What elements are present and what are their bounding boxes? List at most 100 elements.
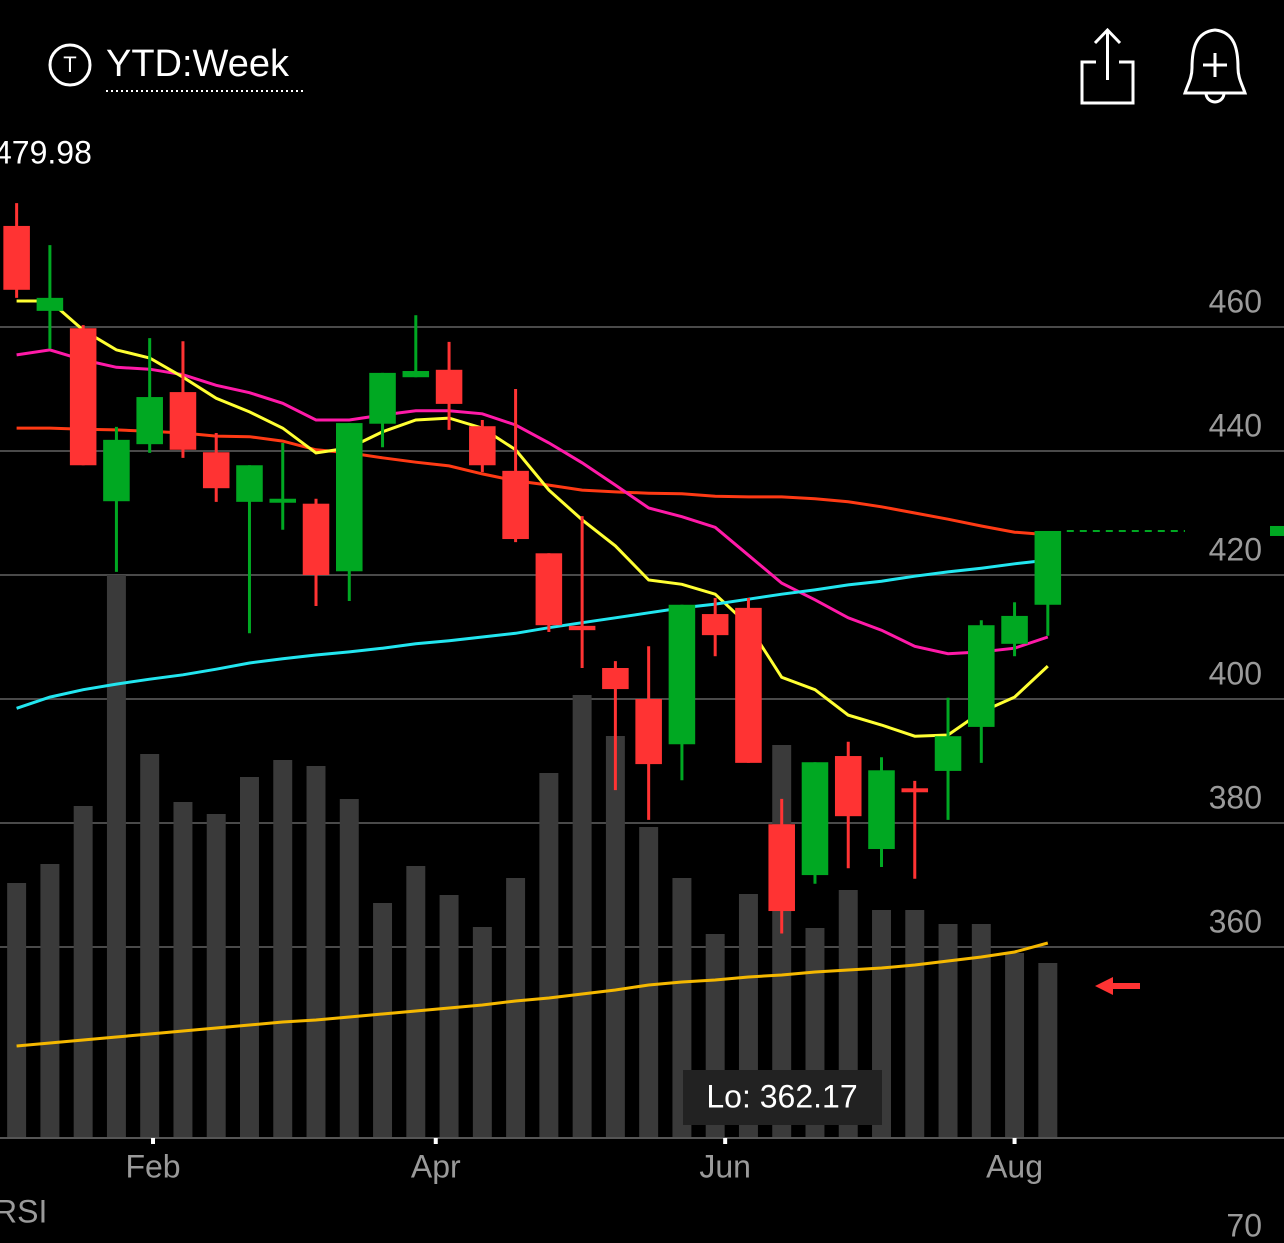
volume-bar bbox=[605, 736, 625, 1138]
volume-bar bbox=[1005, 953, 1025, 1138]
candle-body bbox=[103, 439, 130, 502]
candle bbox=[968, 620, 995, 763]
volume-bar bbox=[1038, 963, 1058, 1138]
bell-body bbox=[1182, 28, 1248, 95]
candle bbox=[103, 426, 130, 572]
volume-bar bbox=[40, 864, 60, 1138]
y-tick-label: 360 bbox=[1209, 903, 1262, 939]
candle-body bbox=[136, 397, 163, 445]
candle-body bbox=[768, 824, 795, 912]
volume-bar bbox=[905, 910, 925, 1138]
candle bbox=[202, 433, 230, 502]
candle bbox=[834, 741, 862, 869]
candle-body bbox=[868, 770, 895, 850]
candle-body bbox=[502, 470, 529, 540]
price-arrow bbox=[1095, 977, 1140, 995]
candle bbox=[169, 341, 197, 458]
high-label: 479.98 bbox=[0, 134, 92, 170]
candle-body bbox=[369, 372, 396, 424]
volume-bar bbox=[406, 866, 426, 1138]
candle bbox=[1034, 530, 1062, 636]
moving-averages bbox=[16, 299, 1049, 738]
candle-body bbox=[336, 423, 363, 572]
candle-body bbox=[968, 625, 995, 727]
candle-body bbox=[3, 225, 30, 290]
share-button[interactable] bbox=[1080, 27, 1135, 105]
candle-body bbox=[469, 426, 496, 466]
candle-body bbox=[302, 503, 330, 575]
axes: 360 380 400 420 440 460 Feb Apr Jun Aug Lo: 362.17 bbox=[0, 283, 1284, 1184]
candle-body bbox=[36, 297, 64, 311]
timeframe-icon[interactable] bbox=[48, 43, 92, 87]
x-tick-label: Feb bbox=[125, 1148, 180, 1184]
y-tick-label: 420 bbox=[1209, 531, 1262, 567]
share-arrow-head bbox=[1093, 27, 1122, 45]
volume-bar bbox=[439, 895, 459, 1138]
candle-body bbox=[834, 756, 862, 817]
alert-button[interactable] bbox=[1182, 28, 1248, 104]
share-box bbox=[1080, 60, 1135, 105]
candle bbox=[768, 798, 795, 934]
volume-bar bbox=[240, 777, 259, 1138]
candle-body bbox=[435, 369, 463, 404]
volume-bar bbox=[971, 924, 991, 1138]
candle-body bbox=[169, 392, 197, 450]
volume-bar bbox=[73, 806, 93, 1138]
low-label-box: Lo: 362.17 bbox=[683, 1070, 882, 1125]
candle-body bbox=[402, 371, 430, 378]
candle bbox=[236, 465, 263, 634]
volume-bar bbox=[373, 903, 393, 1138]
moving-average-line bbox=[16, 558, 1048, 710]
candle-body bbox=[602, 668, 629, 690]
candle bbox=[568, 516, 596, 668]
candle bbox=[701, 597, 729, 657]
candle-body bbox=[69, 328, 97, 466]
volume-bar bbox=[572, 695, 592, 1138]
volume-bar bbox=[140, 754, 160, 1138]
volume-bar bbox=[339, 799, 359, 1138]
candle bbox=[901, 780, 929, 879]
candle bbox=[801, 762, 829, 884]
volume-bar bbox=[506, 878, 526, 1138]
y-tick-label: 400 bbox=[1209, 655, 1262, 691]
x-tick-label: Jun bbox=[699, 1148, 751, 1184]
candle bbox=[136, 338, 163, 453]
candle-body bbox=[635, 699, 662, 765]
candle-body bbox=[269, 498, 297, 503]
x-tick-label: Aug bbox=[986, 1148, 1043, 1184]
candle bbox=[336, 423, 363, 602]
candle bbox=[668, 604, 696, 781]
x-tick-label: Apr bbox=[411, 1148, 461, 1184]
candle bbox=[535, 553, 563, 633]
candle bbox=[735, 597, 762, 763]
candle-body bbox=[1001, 615, 1028, 644]
volume-ma-line bbox=[16, 941, 1049, 1048]
volume-bar bbox=[938, 924, 958, 1138]
rsi-label: RSI bbox=[0, 1193, 47, 1229]
last-price-marker bbox=[1270, 525, 1284, 536]
volume-bar bbox=[273, 760, 293, 1138]
candle-body bbox=[1034, 530, 1062, 605]
timeframe-badge: T bbox=[63, 52, 76, 77]
volume-bar bbox=[206, 814, 226, 1138]
moving-average-line bbox=[16, 348, 1049, 656]
y-tick-label: 440 bbox=[1209, 407, 1262, 443]
volume bbox=[7, 575, 1058, 1138]
header: T YTD:Week bbox=[48, 27, 1248, 105]
volume-bar bbox=[306, 766, 326, 1138]
candle bbox=[502, 389, 529, 543]
timeframe-label[interactable]: YTD:Week bbox=[106, 43, 290, 85]
candle bbox=[602, 661, 629, 791]
candle-body bbox=[735, 607, 762, 763]
candle-body bbox=[801, 762, 829, 876]
candle bbox=[1001, 602, 1028, 657]
candle bbox=[934, 697, 962, 820]
candles bbox=[3, 203, 1062, 934]
candle bbox=[3, 203, 30, 298]
y-tick-label: 460 bbox=[1209, 283, 1262, 319]
rsi-tick: 70 bbox=[1226, 1207, 1262, 1243]
candle-body bbox=[535, 553, 563, 626]
candle bbox=[369, 372, 396, 448]
